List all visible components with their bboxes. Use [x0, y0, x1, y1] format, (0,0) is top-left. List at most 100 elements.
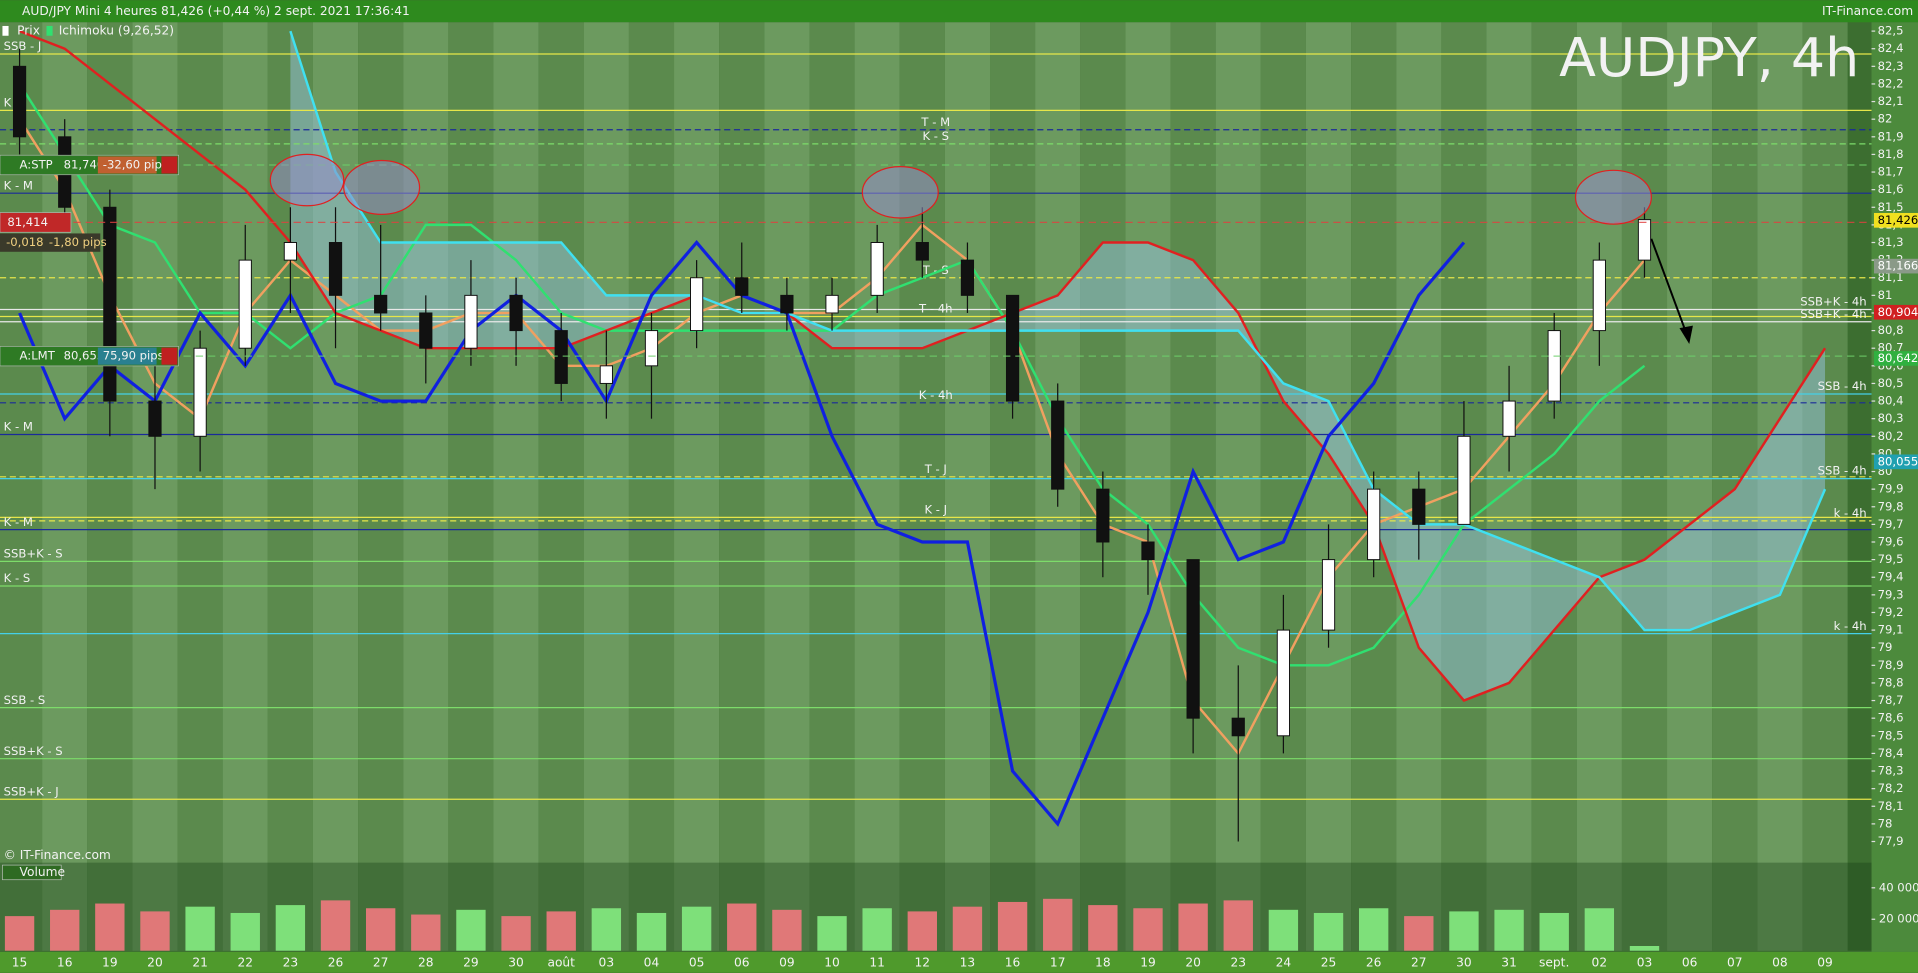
volume-bar	[591, 908, 622, 951]
candle-body	[1276, 629, 1291, 737]
order-close[interactable]	[161, 347, 178, 365]
stripe	[1667, 22, 1713, 951]
volume-bar	[140, 911, 170, 951]
candle-body	[915, 242, 929, 261]
y-tick-label: 82,5	[1878, 24, 1904, 38]
stripe	[628, 22, 675, 951]
order-close[interactable]	[161, 156, 178, 174]
stripe	[222, 22, 268, 951]
legend-marker	[2, 25, 9, 36]
y-tick-label: 80,3	[1878, 411, 1904, 425]
order-pips: -32,60 pips	[103, 157, 168, 171]
volume-bar	[997, 901, 1028, 951]
candle-body	[1186, 559, 1200, 719]
volume-bar	[1584, 908, 1615, 951]
volume-bar	[1539, 912, 1569, 951]
candle-body	[780, 294, 794, 314]
candle-body	[1592, 259, 1606, 332]
volume-bar	[1223, 900, 1253, 951]
x-tick-label: 16	[1005, 955, 1021, 969]
volume-bar	[1494, 909, 1524, 951]
stripe	[1531, 22, 1577, 951]
candle-body	[283, 242, 297, 261]
x-tick-label: 23	[1230, 955, 1246, 969]
y-tick-label: 80,8	[1878, 323, 1904, 337]
candle-body	[328, 242, 343, 296]
price-axis	[1871, 22, 1918, 952]
price-tag-label: 81,166	[1878, 259, 1918, 273]
candle-body	[599, 365, 613, 384]
volume-bar	[546, 911, 576, 951]
volume-bar	[1358, 908, 1389, 951]
stripe	[674, 22, 720, 951]
y-tick-label: 79	[1878, 640, 1893, 654]
x-tick-label: 11	[869, 955, 885, 969]
y-tick-label: 82,4	[1878, 41, 1904, 55]
y-tick-label: 79,4	[1878, 570, 1904, 584]
x-tick-label: 28	[418, 955, 434, 969]
stripe	[448, 22, 494, 951]
price-tag	[1873, 258, 1918, 274]
y-tick-label: 78,5	[1878, 728, 1904, 742]
legend-item: Ichimoku (9,26,52)	[59, 23, 174, 37]
stripe	[1576, 22, 1622, 951]
volume-bar	[1313, 912, 1344, 951]
volume-bar	[727, 903, 757, 951]
volume-bar	[1043, 898, 1073, 951]
candle-body	[374, 294, 388, 314]
annotations	[269, 153, 1693, 344]
level-label: SSB - 4h	[1818, 379, 1867, 393]
x-tick-label: 17	[1050, 955, 1066, 969]
candle-body	[1637, 219, 1652, 261]
x-tick-label: 19	[102, 955, 118, 969]
x-tick-label: 06	[734, 955, 750, 969]
x-tick-label: 15	[12, 955, 28, 969]
y-tick-label: 80,2	[1878, 429, 1904, 443]
y-tick-label: 78,3	[1878, 764, 1904, 778]
stripe	[990, 22, 1036, 951]
candle-body	[554, 330, 568, 384]
volume-bar	[411, 914, 441, 951]
y-tick-label: 78,7	[1878, 693, 1904, 707]
x-tick-label: 27	[373, 955, 389, 969]
x-tick-label: août	[547, 955, 575, 969]
stripe	[944, 22, 991, 951]
x-tick-label: 20	[147, 955, 163, 969]
y2-tick-label: 40 000	[1879, 880, 1918, 894]
level-label: SSB+K - 4h	[1800, 307, 1866, 321]
order-pips-box	[97, 347, 157, 365]
price-tag-label: 80,055	[1878, 454, 1918, 468]
x-tick-label: 19	[1140, 955, 1156, 969]
x-tick-label: 24	[1276, 955, 1292, 969]
candle-body	[1141, 541, 1155, 561]
highlight	[343, 159, 421, 215]
y-tick-label: 78	[1878, 816, 1893, 830]
price-tag-label: 80,904	[1878, 305, 1918, 319]
level-label: k - 4h	[1834, 619, 1867, 633]
volume-bar	[1088, 905, 1118, 951]
x-tick-label: 18	[1095, 955, 1111, 969]
stripe	[1621, 22, 1668, 951]
y-tick-label: 80,4	[1878, 394, 1904, 408]
y-tick-label: 81	[1878, 288, 1893, 302]
y-tick-label: 79,2	[1878, 605, 1904, 619]
y-tick-label: 82,3	[1878, 59, 1904, 73]
price-tag	[1873, 454, 1918, 470]
volume-bar	[772, 909, 802, 951]
level-label: SSB+K - S	[4, 744, 63, 758]
order-name: A:STP	[20, 157, 53, 171]
arrow-head	[1679, 325, 1693, 344]
y-tick-label: 78,8	[1878, 675, 1904, 689]
y-tick-label: 81,1	[1878, 270, 1904, 284]
stripe	[403, 22, 449, 951]
x-tick-label: 30	[1456, 955, 1472, 969]
stripe	[538, 22, 584, 951]
x-tick-label: 27	[1411, 955, 1427, 969]
level-label: SSB - J	[4, 39, 42, 53]
candle-body	[193, 347, 207, 437]
order-price: 81,740	[64, 157, 105, 171]
order-price: 81,414	[7, 215, 48, 229]
stripe	[1125, 22, 1171, 951]
level-label: SSB+K - 4h	[1800, 295, 1866, 309]
stripe	[1170, 22, 1216, 951]
